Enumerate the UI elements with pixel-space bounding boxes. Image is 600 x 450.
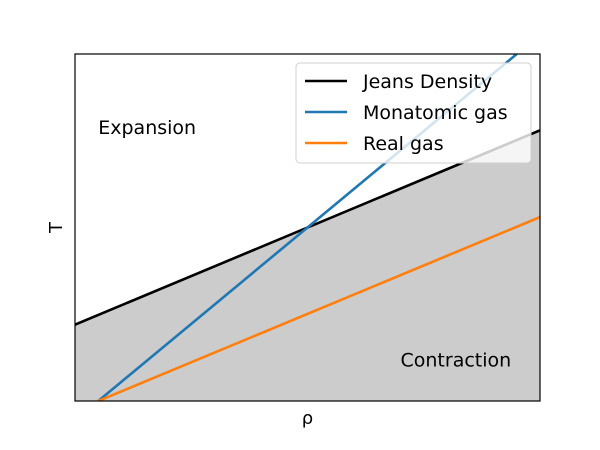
legend-label: Real gas [363, 133, 444, 155]
x-axis-label: ρ [302, 408, 313, 429]
axes-frame [74, 53, 541, 402]
legend-label: Jeans Density [362, 71, 492, 93]
annotations: Expansion Contraction [98, 117, 511, 371]
legend-label: Monatomic gas [363, 102, 508, 124]
annotation-expansion: Expansion [98, 117, 196, 139]
contraction-region [75, 130, 540, 401]
series-line-real-gas [97, 215, 540, 401]
legend: Jeans Density Monatomic gas Real gas [295, 62, 532, 164]
y-axis-label: T [46, 221, 67, 234]
annotation-contraction: Contraction [401, 349, 512, 371]
legend-box [295, 62, 532, 164]
